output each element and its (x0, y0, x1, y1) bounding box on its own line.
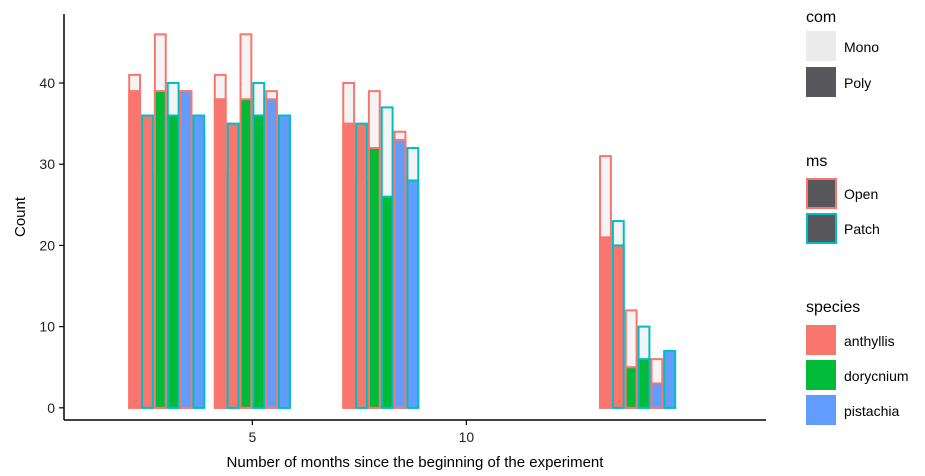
legend-swatch-patch (806, 213, 837, 244)
legend-ms: ms Open Patch (806, 153, 880, 244)
bar-m8-anthyllis-open-poly (342, 122, 356, 409)
legend-species: species anthyllis dorycnium pistachia (806, 299, 909, 425)
x-tick-label: 5 (248, 429, 256, 445)
bar-m8-pistachia-open-poly (393, 138, 407, 409)
y-tick-label: 0 (47, 400, 55, 416)
bar-m8-anthyllis-patch-poly (355, 122, 368, 409)
bar-m8-pistachia-patch-poly (406, 179, 420, 409)
bar-m14-pistachia-open-poly (650, 382, 664, 409)
bar-m5-anthyllis-open-poly (213, 98, 227, 409)
bar-m14-pistachia-patch-poly (663, 349, 677, 409)
bar-m5-dorycnium-patch-poly (252, 114, 266, 409)
y-tick-label: 40 (39, 75, 55, 91)
bar-m5-anthyllis-patch-poly (226, 122, 240, 409)
y-ticks: 0 10 20 30 40 (39, 75, 64, 416)
legend-swatch-dorycnium (806, 360, 836, 390)
bar-m3-anthyllis-open-poly (128, 90, 142, 409)
y-tick-label: 30 (39, 156, 55, 172)
y-axis-title: Count (12, 196, 29, 237)
bars-layer (128, 33, 677, 409)
legend-label-pistachia: pistachia (844, 403, 899, 419)
bar-m5-pistachia-open-poly (265, 98, 279, 409)
legend-swatch-open (806, 178, 837, 209)
legend-label-anthyllis: anthyllis (844, 333, 895, 349)
bar-m5-pistachia-patch-poly (278, 114, 291, 409)
bar-m5-dorycnium-open-poly (239, 98, 253, 409)
legend-com-title: com (806, 9, 836, 26)
bar-m3-dorycnium-patch-poly (166, 114, 180, 409)
bar-m3-anthyllis-patch-poly (141, 114, 154, 409)
legend-swatch-pistachia (806, 395, 836, 425)
legend-species-title: species (806, 299, 860, 316)
legend-ms-title: ms (806, 153, 827, 170)
x-tick-label: 10 (459, 429, 475, 445)
bar-m14-dorycnium-patch-poly (637, 358, 651, 409)
bar-m8-dorycnium-open-poly (367, 146, 381, 409)
legend-label-poly: Poly (844, 75, 871, 91)
legend-label-open: Open (844, 186, 878, 202)
y-tick-label: 20 (39, 237, 55, 253)
x-ticks: 5 10 (248, 420, 474, 445)
legend-label-mono: Mono (844, 39, 879, 55)
bar-m3-dorycnium-open-poly (153, 90, 167, 409)
legend-label-dorycnium: dorycnium (844, 368, 909, 384)
legend-swatch-anthyllis (806, 325, 836, 355)
legend-swatch-poly (806, 67, 836, 97)
bar-m14-anthyllis-patch-poly (611, 244, 625, 409)
bar-m3-pistachia-patch-poly (192, 114, 206, 409)
legend-com: com Mono Poly (806, 9, 879, 97)
bar-m8-dorycnium-patch-poly (380, 195, 394, 409)
bar-m14-dorycnium-open-poly (624, 366, 638, 409)
axes-layer (63, 14, 766, 421)
legend-label-patch: Patch (844, 221, 880, 237)
y-tick-label: 10 (39, 319, 55, 335)
bar-m14-anthyllis-open-poly (599, 236, 612, 409)
legend-swatch-mono (806, 31, 836, 61)
bar-m3-pistachia-open-poly (179, 90, 193, 409)
x-axis-title: Number of months since the beginning of … (227, 454, 605, 471)
